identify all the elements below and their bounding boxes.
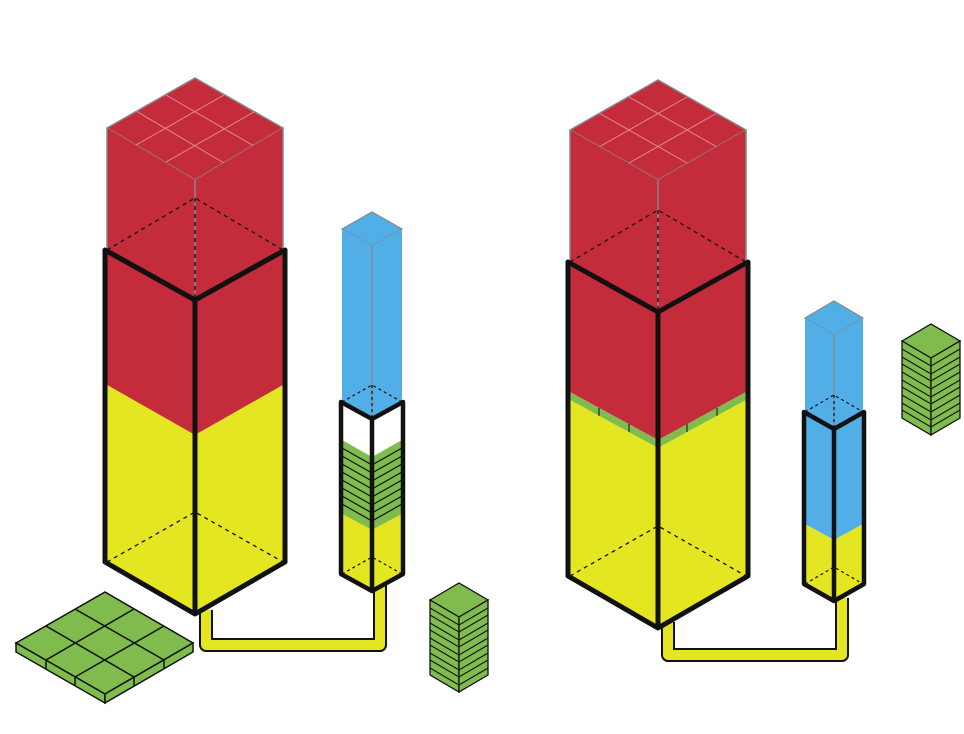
right-connecting-tube	[661, 598, 849, 662]
left-red-front-left	[107, 128, 195, 435]
left-green-flat-tile-grid	[14, 591, 195, 705]
left-green-in-column-right	[372, 440, 402, 530]
left-green-in-column-left	[342, 440, 372, 530]
right-narrow-column	[801, 300, 867, 604]
left-yellow-front-right	[195, 385, 283, 612]
left-yellow-front-left	[107, 385, 195, 612]
left-connecting-tube	[199, 585, 387, 652]
left-red-front-right	[195, 128, 283, 435]
left-red-top-grid	[135, 94, 255, 164]
left-system	[14, 77, 490, 705]
right-green-band-left	[570, 392, 658, 448]
left-tall-column	[102, 77, 288, 617]
left-narrow-column	[338, 211, 406, 594]
right-system	[565, 79, 962, 662]
right-green-band-right	[658, 392, 746, 448]
right-green-block-stack	[900, 323, 962, 437]
right-tall-column	[565, 79, 751, 631]
left-green-block-stack	[428, 582, 490, 694]
